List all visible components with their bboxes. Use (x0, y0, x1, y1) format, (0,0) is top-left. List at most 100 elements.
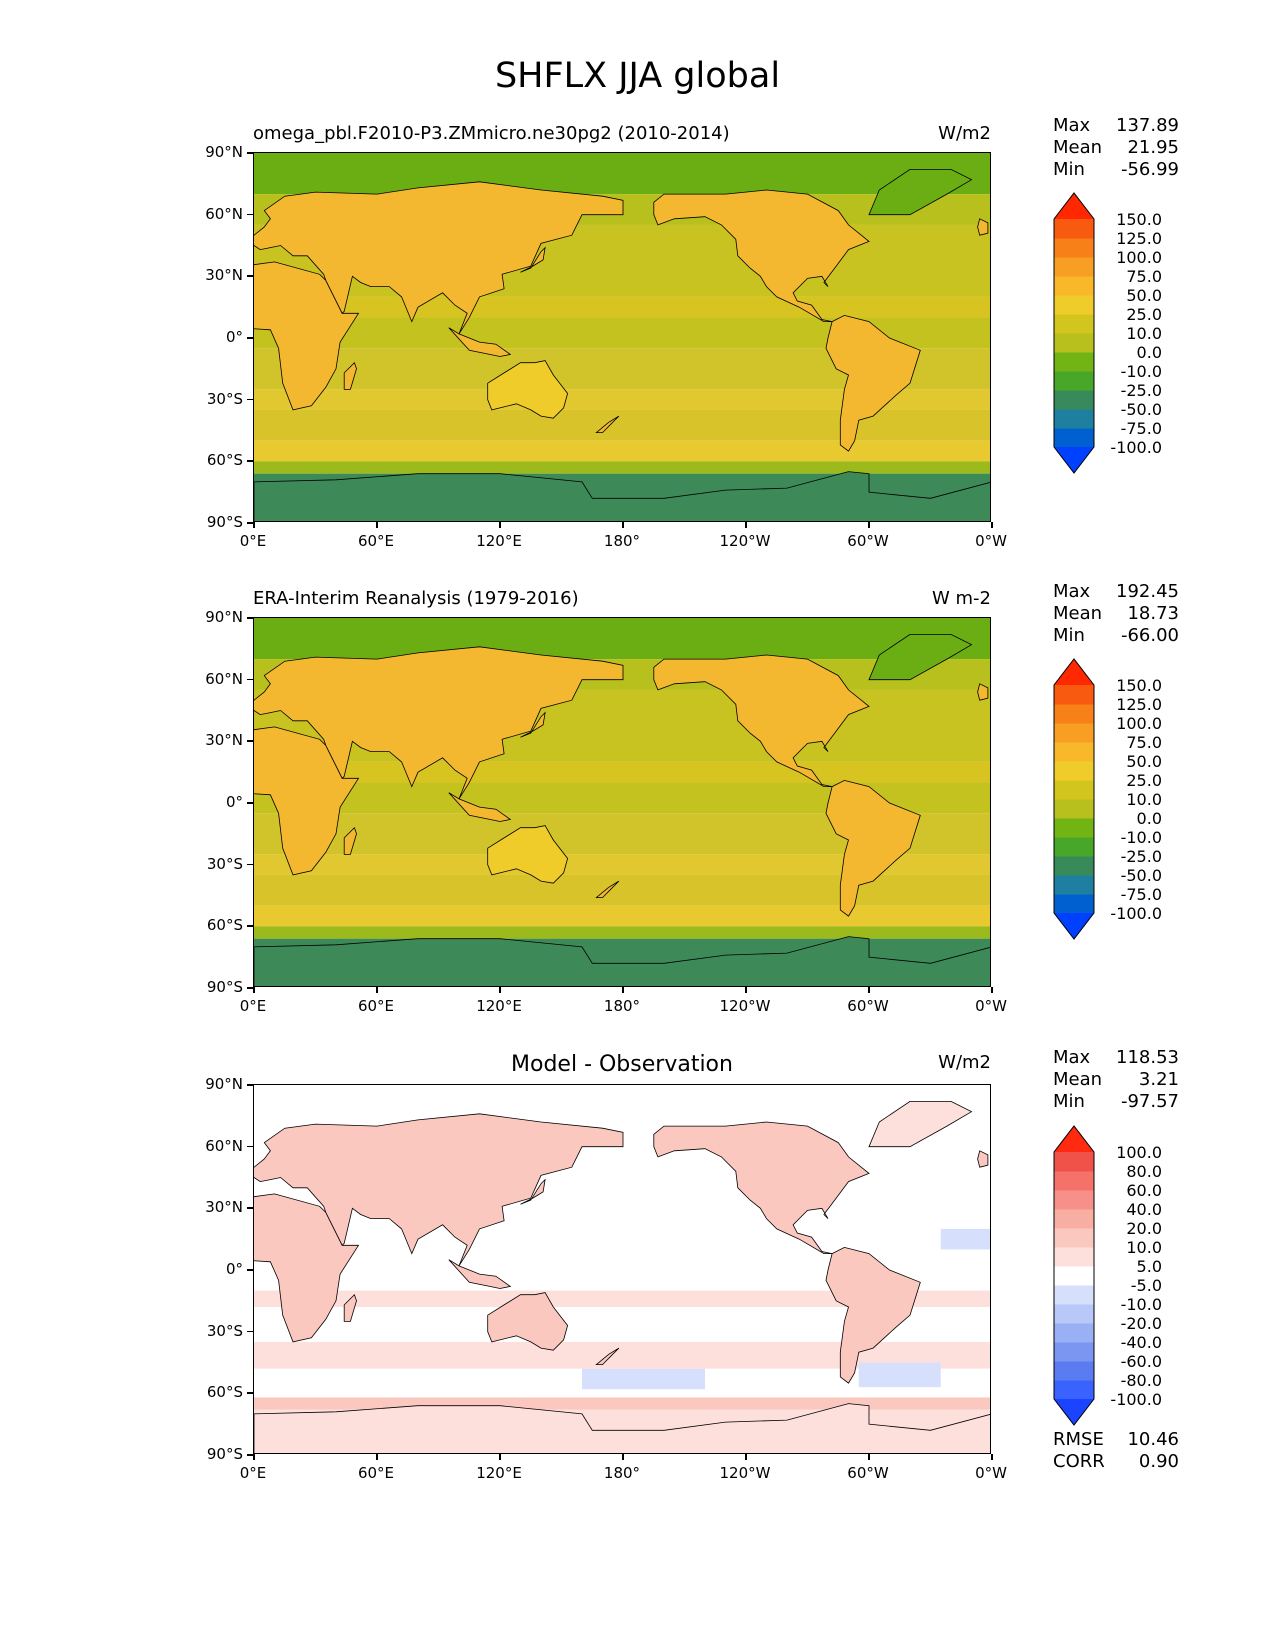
colorbar-tick-label: -100.0 (1110, 438, 1162, 457)
lat-tick-label: 30°S (206, 1321, 243, 1340)
colorbar-tick-label: -100.0 (1110, 904, 1162, 923)
coastline-madagascar (343, 361, 357, 390)
field-band (254, 461, 990, 474)
colorbar-segment (1054, 837, 1094, 857)
lon-tick-mark (868, 987, 870, 993)
colorbar-tick-label: -75.0 (1120, 885, 1162, 904)
lon-tick-mark (868, 1454, 870, 1460)
colorbar-extend-min (1054, 447, 1094, 473)
negative-anomaly-patch (940, 1228, 990, 1250)
colorbar (1052, 657, 1096, 945)
colorbar-extend-max (1054, 193, 1094, 219)
lon-tick-mark (622, 522, 624, 528)
colorbar-segment (1054, 761, 1094, 781)
lon-tick-label: 120°W (719, 997, 771, 1015)
lat-tick-mark (247, 522, 253, 524)
colorbar-extend-min (1054, 1399, 1094, 1425)
colorbar-segment (1054, 257, 1094, 277)
coastline-indonesia (448, 327, 512, 357)
panel-title: omega_pbl.F2010-P3.ZMmicro.ne30pg2 (2010… (253, 123, 730, 144)
colorbar-segment (1054, 390, 1094, 410)
stat-row: Max 192.45 (1053, 581, 1179, 603)
lat-tick-label: 90°S (206, 978, 243, 996)
map-diff (253, 1084, 991, 1454)
lon-tick-label: 60°W (847, 1464, 889, 1482)
lon-tick-label: 0°E (239, 997, 267, 1015)
stat-value: 192.45 (1116, 581, 1179, 602)
metric-row: CORR 0.90 (1053, 1451, 1179, 1473)
colorbar-tick-label: -5.0 (1130, 1276, 1162, 1295)
colorbar-tick-label: 150.0 (1116, 210, 1162, 229)
colorbar-segment (1054, 219, 1094, 239)
lon-tick-label: 60°E (357, 532, 395, 550)
stat-value: 118.53 (1116, 1047, 1179, 1068)
coastline-africa (254, 261, 360, 411)
colorbar-tick-label: 80.0 (1126, 1162, 1162, 1181)
coastline-greenland (868, 1101, 973, 1148)
lat-tick-label: 90°N (205, 608, 243, 626)
map-svg (254, 153, 990, 521)
lat-tick-label: 30°N (205, 731, 243, 750)
colorbar-outline (1053, 192, 1095, 474)
lon-tick-mark (622, 1454, 624, 1460)
stat-value: 18.73 (1127, 603, 1179, 624)
stats-block: Max 137.89 Mean 21.95 Min -56.99 (1053, 115, 1179, 181)
colorbar-segment (1054, 1380, 1094, 1400)
coastline-samerica (825, 1246, 921, 1384)
lon-tick-mark (253, 522, 255, 528)
field-band (254, 618, 990, 660)
colorbar-tick-label: -20.0 (1120, 1314, 1162, 1333)
lon-tick-mark (991, 1454, 993, 1460)
coastline-eurasia (254, 1113, 624, 1267)
lat-tick-mark (247, 152, 253, 154)
figure-title: SHFLX JJA global (494, 56, 781, 96)
colorbar-tick-label: 40.0 (1126, 1200, 1162, 1219)
lat-tick-label: 60°N (205, 1136, 243, 1155)
colorbar-tick-label: -50.0 (1120, 866, 1162, 885)
coastline-namerica (653, 189, 870, 322)
colorbar-extend-min (1054, 913, 1094, 939)
lat-tick-label: 60°S (206, 916, 243, 935)
stat-label: Max (1053, 115, 1091, 136)
field-band (254, 905, 990, 927)
anomaly-band (254, 1290, 990, 1307)
lat-tick-mark (247, 740, 253, 742)
colorbar-tick-label: 50.0 (1126, 286, 1162, 305)
stat-value: -97.57 (1120, 1091, 1179, 1112)
coastline-greenland (868, 169, 973, 216)
units-label: W m-2 (931, 588, 991, 609)
metric-value: 0.90 (1138, 1451, 1179, 1472)
colorbar-segment (1054, 1228, 1094, 1248)
lat-tick-label: 0° (225, 793, 243, 811)
metrics-block: RMSE 10.46 CORR 0.90 (1053, 1429, 1179, 1473)
lon-tick-mark (745, 987, 747, 993)
lon-tick-label: 60°E (357, 997, 395, 1015)
metric-label: RMSE (1053, 1429, 1104, 1450)
stat-label: Min (1053, 159, 1085, 180)
colorbar-segment (1054, 238, 1094, 258)
lat-tick-label: 0° (225, 1260, 243, 1278)
stat-row: Min -56.99 (1053, 159, 1179, 181)
field-band (254, 409, 990, 441)
colorbar-tick-label: 100.0 (1116, 248, 1162, 267)
lat-tick-mark (247, 1145, 253, 1148)
lon-tick-label: 0°E (239, 532, 267, 550)
colorbar-segment (1054, 428, 1094, 448)
stat-label: Max (1053, 581, 1091, 602)
colorbar-tick-label: -60.0 (1120, 1352, 1162, 1371)
stat-value: 137.89 (1116, 115, 1179, 136)
stat-row: Min -66.00 (1053, 625, 1179, 647)
lon-tick-mark (253, 987, 255, 993)
stat-label: Mean (1053, 1069, 1103, 1090)
lon-tick-label: 120°W (719, 1464, 771, 1482)
colorbar-tick-label: -25.0 (1120, 847, 1162, 866)
metric-value: 10.46 (1127, 1429, 1179, 1450)
coastline-madagascar (343, 826, 357, 855)
field-band (254, 296, 990, 318)
coastline-antarctica (254, 471, 990, 521)
coastline-nz (595, 415, 620, 433)
lat-tick-label: 60°S (206, 1383, 243, 1402)
lon-tick-mark (868, 522, 870, 528)
lat-tick-mark (247, 802, 253, 804)
lat-tick-label: 30°S (206, 389, 243, 408)
